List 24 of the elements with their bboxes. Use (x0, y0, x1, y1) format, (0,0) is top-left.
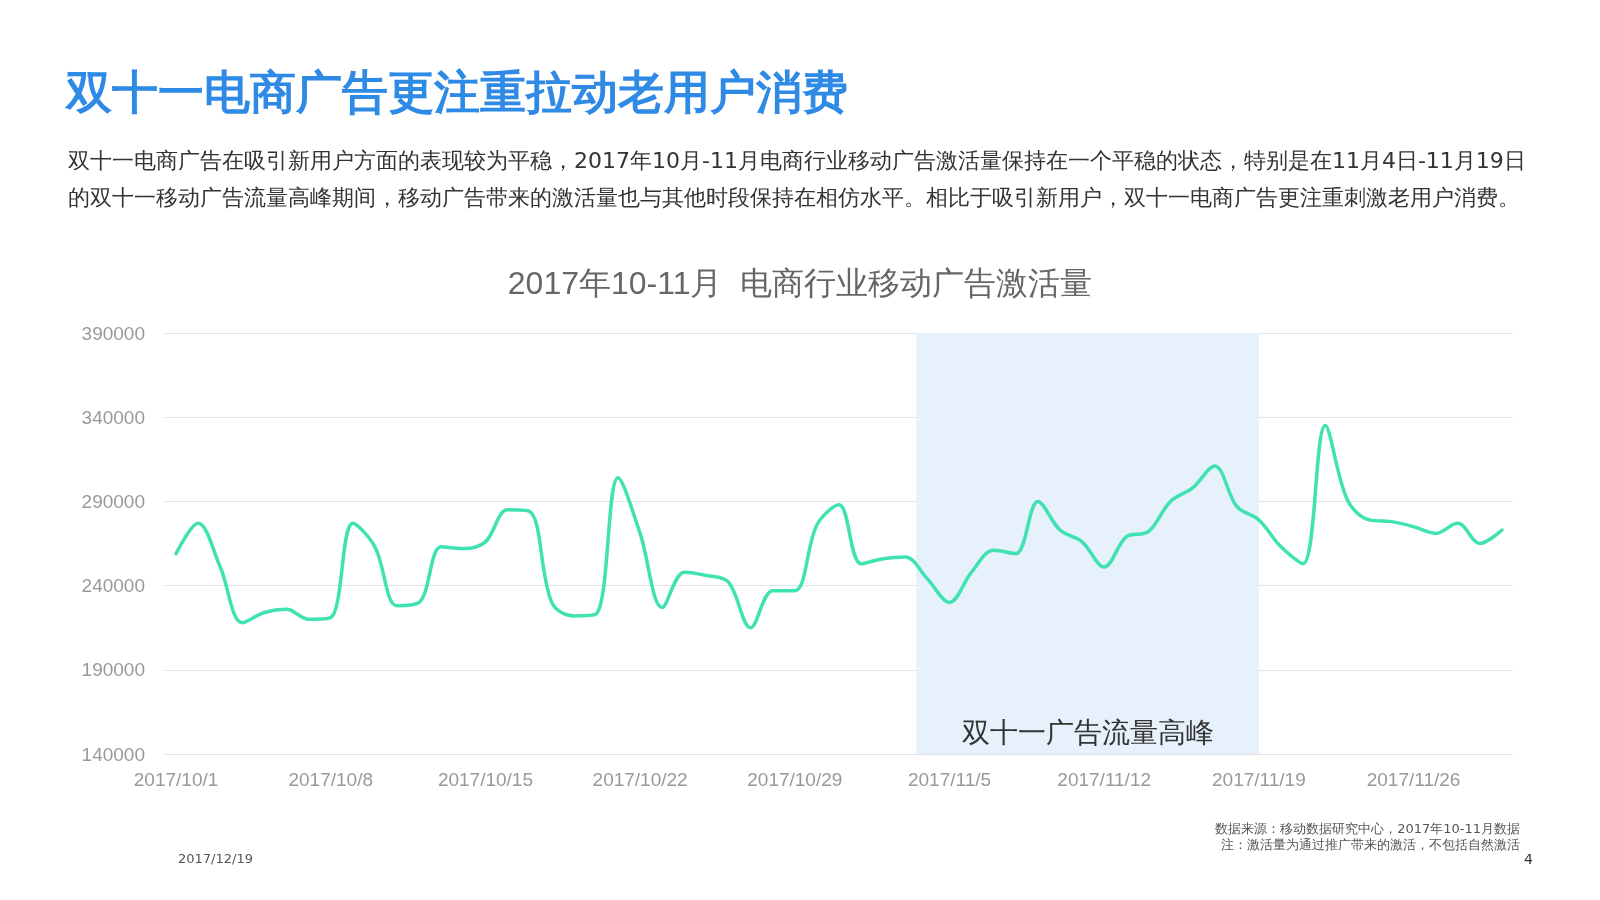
chart-subtitle: 双十一电商广告在吸引新用户方面的表现较为平稳，2017年10月-11月电商行业移动广告激活量保持在一个平稳的状态，特别是在11月4日-11月19日的双十一移动广告流量高峰期间，移动广告带来的激活量也与其他时段保持在相仿水平。相比于吸引新用户，双十一电商广告更注重刺激老用户消费。 (68, 147, 1527, 212)
y-tick-label: 140000 (81, 743, 145, 765)
x-tick-label: 2017/10/22 (592, 769, 688, 790)
source-note: 数据来源：移动数据研究中心，2017年10-11月数据 (1215, 820, 1520, 838)
x-tick-label: 2017/11/26 (1366, 769, 1461, 790)
x-tick-label: 2017/10/29 (747, 769, 843, 790)
text: 2017年10-11月 电商行业移动广告激活量 (507, 265, 1093, 301)
x-tick-label: 2017/10/15 (437, 769, 533, 790)
y-tick-label: 290000 (81, 490, 145, 512)
x-tick-label: 2017/11/12 (1057, 769, 1152, 790)
y-tick-label: 340000 (81, 406, 145, 428)
x-tick-label: 2017/11/19 (1212, 769, 1306, 790)
y-tick-label: 390000 (81, 322, 145, 344)
chart-title: 双十一电商广告更注重拉动老用户消费 (66, 64, 848, 121)
text: 注：激活量为通过推广带来的激活，不包括自然激活 (1221, 836, 1520, 854)
y-tick-label: 190000 (81, 659, 145, 681)
x-tick-label: 2017/11/5 (907, 769, 992, 790)
line-series (174, 423, 1504, 630)
text: 2017/12/19 (178, 851, 253, 866)
text: 4 (1524, 851, 1533, 867)
band-label: 双十一广告流量高峰 (961, 716, 1214, 748)
y-tick-label: 240000 (81, 575, 145, 597)
x-tick-label: 2017/10/8 (288, 769, 373, 790)
x-tick-label: 2017/10/1 (133, 769, 219, 790)
